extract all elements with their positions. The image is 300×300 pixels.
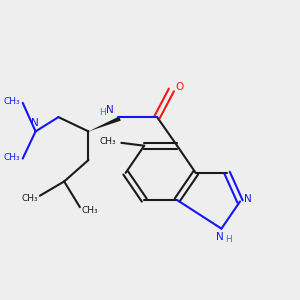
Text: O: O: [175, 82, 184, 92]
Polygon shape: [88, 116, 121, 131]
Text: H: H: [225, 235, 232, 244]
Text: H: H: [99, 108, 106, 117]
Text: CH₃: CH₃: [4, 153, 20, 162]
Text: CH₃: CH₃: [100, 137, 116, 146]
Text: CH₃: CH₃: [81, 206, 98, 214]
Text: CH₃: CH₃: [4, 97, 20, 106]
Text: N: N: [244, 194, 252, 204]
Text: CH₃: CH₃: [22, 194, 38, 203]
Text: N: N: [106, 105, 114, 115]
Text: N: N: [31, 118, 39, 128]
Text: N: N: [216, 232, 224, 242]
